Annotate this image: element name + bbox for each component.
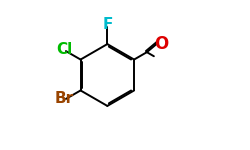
Text: Cl: Cl [56,42,72,57]
Text: F: F [102,17,113,32]
Text: O: O [154,35,168,53]
Text: Br: Br [54,91,73,106]
